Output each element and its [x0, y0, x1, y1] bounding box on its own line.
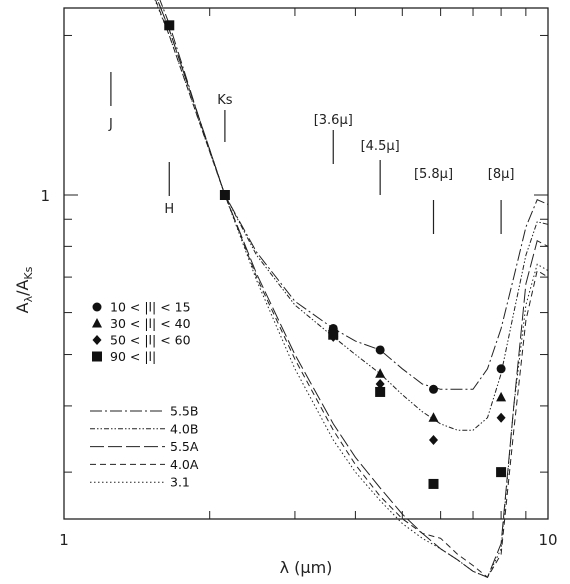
legend-marker-diamond [92, 335, 102, 345]
legend-label-5-5B: 5.5B [170, 404, 198, 419]
data-point-square [375, 386, 386, 397]
legend-label-triangle: 30 < |l| < 40 [110, 316, 191, 331]
data-point-square [496, 467, 507, 478]
model-curves [154, 0, 549, 579]
data-point-circle [428, 384, 438, 394]
band-marker-label: Ks [217, 93, 233, 108]
legend-marker-triangle [92, 318, 102, 328]
legend-label-diamond: 50 < |l| < 60 [110, 333, 191, 348]
band-marker-label: H [164, 202, 174, 217]
plot-frame [63, 7, 549, 520]
data-point-triangle [375, 368, 386, 378]
legend-label-3-1: 3.1 [170, 475, 190, 490]
x-axis-title: λ (μm) [280, 558, 333, 577]
data-point-circle [496, 364, 506, 374]
band-marker-label: [8μ] [488, 167, 515, 182]
data-point-triangle [496, 391, 507, 402]
band-marker-label: J [108, 117, 113, 132]
data-markers [164, 20, 507, 489]
x-tick-label-1: 1 [59, 531, 69, 549]
x-tick-label-10: 10 [538, 531, 557, 549]
data-point-triangle [428, 412, 439, 422]
legend-label-4-0B: 4.0B [170, 421, 198, 436]
legend-marker-square [92, 351, 102, 362]
model-curve-3-1 [154, 0, 549, 578]
band-marker-label: [4.5μ] [361, 139, 400, 154]
legend-label-circle: 10 < |l| < 15 [110, 300, 191, 315]
data-point-circle [375, 345, 385, 355]
legend-marker-circle [92, 302, 102, 312]
data-point-diamond [428, 434, 438, 445]
band-marker-label: [5.8μ] [414, 167, 453, 182]
legend-label-square: 90 < |l| [110, 349, 156, 364]
data-point-diamond [375, 378, 385, 389]
data-point-square [428, 478, 439, 489]
data-point-square [328, 329, 339, 340]
legend-label-5-5A: 5.5A [170, 439, 199, 454]
data-point-diamond [496, 412, 506, 423]
data-point-square [164, 20, 175, 31]
legend-label-4-0A: 4.0A [170, 457, 199, 472]
y-axis-title: Aλ/AKs [13, 266, 35, 313]
y-tick-label-1: 1 [40, 187, 50, 205]
band-marker-label: [3.6μ] [314, 113, 353, 128]
axis-ticks [64, 8, 548, 519]
band-markers: J H Ks [3.6μ] [4.5μ] [5.8μ] [8μ] [108, 72, 514, 234]
model-curve-4-0A [155, 0, 549, 579]
model-curve-5-5A [157, 0, 549, 578]
data-point-square [219, 190, 230, 200]
